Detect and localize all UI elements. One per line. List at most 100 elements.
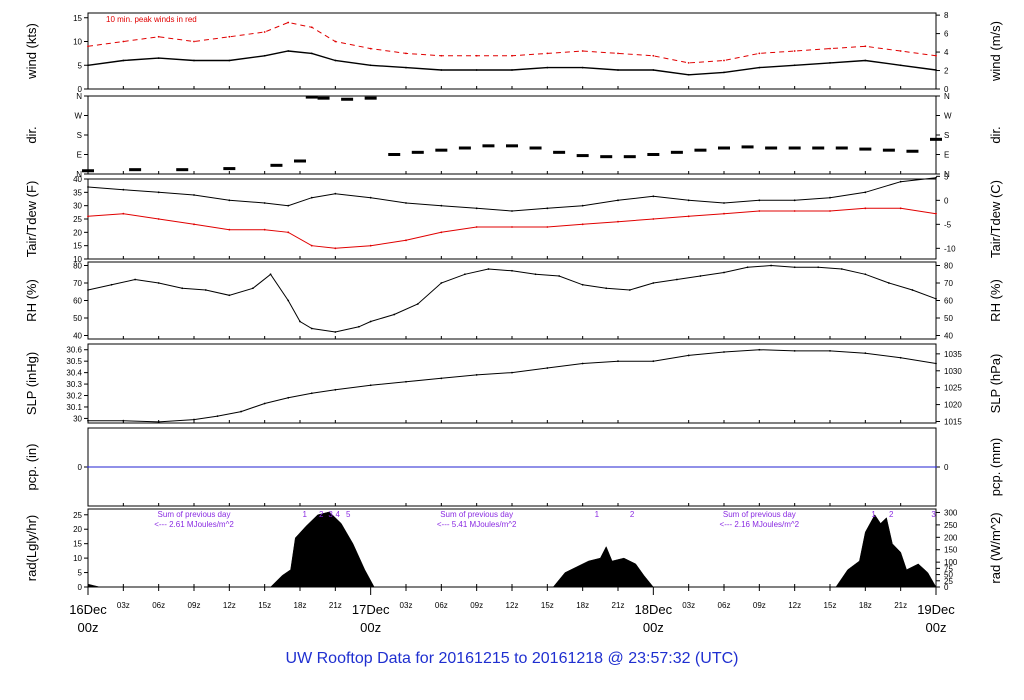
point-direction [270,163,283,167]
point-dew [369,244,372,247]
point-rh [87,289,89,291]
point-peak [369,47,372,50]
point-rh [770,264,773,267]
rad-annotation: Sum of previous day [440,510,513,519]
y-tick-label: 0 [78,583,83,592]
point-mean [899,64,902,67]
point-air [87,186,89,188]
y2-tick-label: 50 [944,571,953,580]
point-slp [310,392,313,395]
point-air [263,202,266,204]
point-rh [723,271,725,274]
point-slp [864,352,867,355]
y2-tick-label: 250 [944,521,958,530]
rad-hour-marker: 3 [931,510,936,519]
y2-axis-label: Tair/Tdew (C) [988,180,1003,258]
point-direction [647,153,660,156]
y2-tick-label: 0 [944,85,949,94]
y-tick-label: 30.3 [66,380,82,389]
point-dew [511,226,513,228]
x-tick-label: 18z [294,601,307,610]
point-rh [310,327,313,330]
point-direction [388,153,401,156]
x-tick-label: 03z [117,601,130,610]
point-rh [204,289,207,291]
point-rh [357,325,360,328]
y-tick-label: 20 [73,228,82,237]
point-slp [405,380,407,383]
y-tick-label: E [77,151,82,160]
day-label: 16Dec [69,602,107,617]
x-tick-label: 06z [435,601,448,610]
point-dew [334,247,337,250]
point-mean [652,69,655,71]
point-mean [793,64,796,67]
point-mean [193,59,195,62]
point-peak [228,35,231,38]
point-pcp [935,466,937,468]
point-peak [723,59,725,62]
point-air [687,199,690,202]
point-direction [305,95,318,99]
point-mean [87,64,89,67]
y2-tick-label: 1025 [944,384,962,393]
point-direction [882,148,895,152]
point-rh [487,268,490,270]
y-tick-label: 10 [73,38,82,47]
point-air [758,199,761,202]
y-tick-label: 25 [73,215,82,224]
point-slp [723,351,725,353]
point-peak [475,54,478,57]
panel-frame [87,343,937,424]
series-dew-line [87,207,937,249]
point-slp [652,360,655,363]
point-peak [864,45,867,48]
point-peak [287,21,290,24]
y-axis-label: dir. [24,126,39,143]
point-direction [670,150,683,154]
point-mean [758,66,761,69]
point-peak [546,52,549,55]
y2-axis-label: wind (m/s) [988,21,1003,82]
point-direction [741,145,754,149]
point-slp [581,362,584,365]
point-rh [369,320,372,323]
panel-slp [84,343,940,424]
point-slp [899,356,902,359]
point-mean [405,66,407,69]
point-air [652,195,655,198]
y2-tick-label: 150 [944,546,958,555]
panel-pcp [84,427,940,507]
point-dew [263,228,266,231]
rad-hour-marker: 5 [346,510,351,519]
point-dew [87,215,89,218]
point-mean [334,59,337,62]
rad-annotation: <--- 2.16 MJoules/m^2 [720,520,800,529]
point-peak [440,54,443,57]
y-tick-label: 30 [73,414,82,423]
y-axis-label: SLP (inHg) [24,352,39,415]
y-tick-label: 5 [78,569,83,578]
point-direction [788,146,801,150]
panel-dir [82,95,942,175]
point-slp [687,354,690,357]
point-air [511,210,513,212]
y2-tick-label: 1030 [944,367,962,376]
point-slp [157,420,160,423]
point-peak [899,50,902,52]
y2-tick-label: 75 [944,564,953,573]
point-slp [216,415,219,418]
point-direction [765,146,778,150]
point-dew [864,207,867,210]
point-direction [82,169,94,173]
point-peak [829,47,831,50]
point-direction [553,150,566,154]
y-tick-label: 5 [78,61,83,70]
x-tick-label: 03z [682,601,695,610]
y2-tick-label: 25 [944,577,953,586]
footer-title: UW Rooftop Data for 20161215 to 20161218… [285,650,739,667]
point-dew [193,223,195,226]
point-rh [416,303,419,305]
day-time-label: 00z [926,620,947,635]
